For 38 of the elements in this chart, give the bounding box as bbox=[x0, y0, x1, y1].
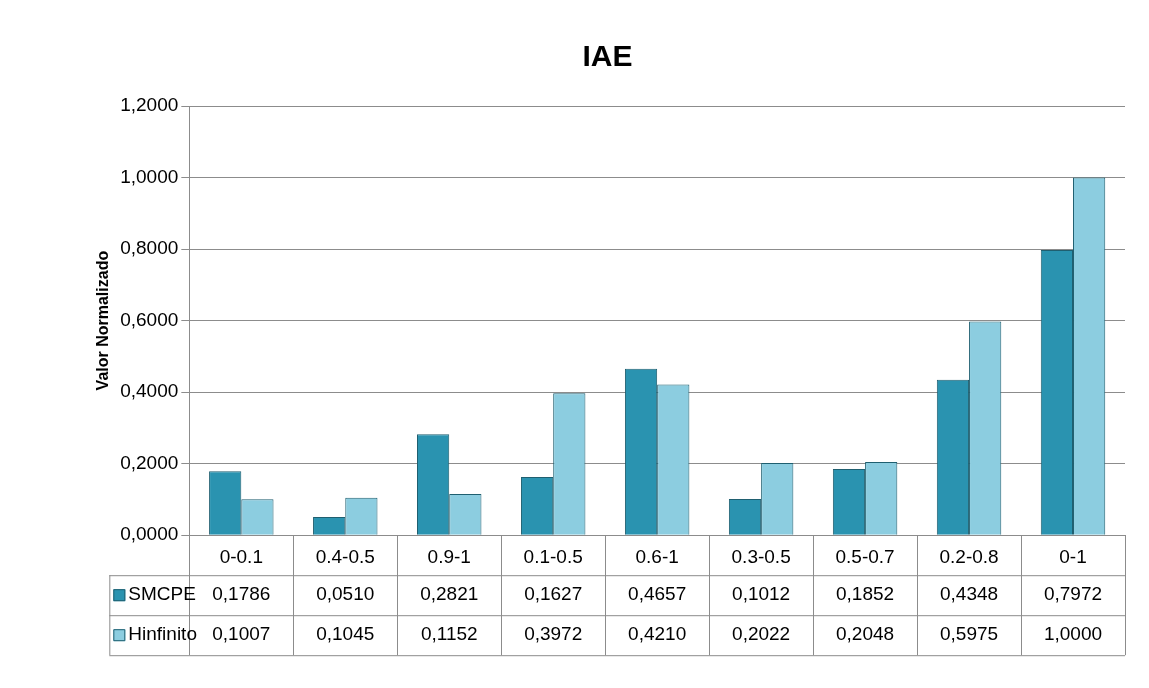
y-tick-label: 0,2000 bbox=[120, 451, 179, 473]
data-label: 0,2022 bbox=[732, 623, 791, 645]
y-tick-label: 0,8000 bbox=[120, 237, 179, 259]
chart-title: IAE bbox=[582, 39, 633, 73]
legend-label: Hinfinito bbox=[128, 623, 197, 645]
data-label: 0,1152 bbox=[420, 623, 478, 645]
data-label: 0,1045 bbox=[316, 623, 375, 645]
x-tick-label: 0-1 bbox=[1059, 545, 1087, 567]
data-label: 0,5975 bbox=[939, 623, 999, 645]
y-tick-label: 0,6000 bbox=[120, 308, 179, 330]
data-label: 0,1852 bbox=[836, 583, 895, 605]
y-axis-title: Valor Normalizado bbox=[94, 250, 112, 391]
data-label: 0,4210 bbox=[628, 623, 687, 645]
data-label: 0,1627 bbox=[524, 583, 583, 605]
y-tick-label: 1,2000 bbox=[120, 94, 179, 116]
data-label: 0,1012 bbox=[732, 583, 791, 605]
data-label: 0,1007 bbox=[212, 623, 271, 645]
data-label: 0,3972 bbox=[524, 623, 583, 645]
data-label: 0,4348 bbox=[939, 583, 999, 605]
data-label: 0,4657 bbox=[628, 583, 687, 605]
x-tick-label: 0.5-0.7 bbox=[835, 545, 895, 567]
x-tick-label: 0.6-1 bbox=[635, 545, 679, 567]
data-label: 0,2821 bbox=[420, 583, 479, 605]
y-tick-label: 0,0000 bbox=[120, 523, 179, 545]
data-label: 0,7972 bbox=[1043, 583, 1103, 605]
data-label: 1,0000 bbox=[1043, 623, 1103, 645]
y-tick-label: 1,0000 bbox=[120, 165, 179, 187]
data-label: 0,0510 bbox=[316, 583, 375, 605]
y-tick-label: 0,4000 bbox=[120, 380, 179, 402]
x-tick-label: 0.2-0.8 bbox=[939, 545, 999, 567]
data-label: 0,1786 bbox=[212, 583, 271, 605]
x-tick-label: 0.3-0.5 bbox=[731, 545, 791, 567]
x-tick-label: 0.4-0.5 bbox=[315, 545, 375, 567]
x-tick-label: 0-0.1 bbox=[219, 545, 263, 567]
x-tick-label: 0.1-0.5 bbox=[523, 545, 583, 567]
data-label: 0,2048 bbox=[836, 623, 895, 645]
legend-label: SMCPE bbox=[128, 583, 196, 605]
x-tick-label: 0.9-1 bbox=[427, 545, 471, 567]
